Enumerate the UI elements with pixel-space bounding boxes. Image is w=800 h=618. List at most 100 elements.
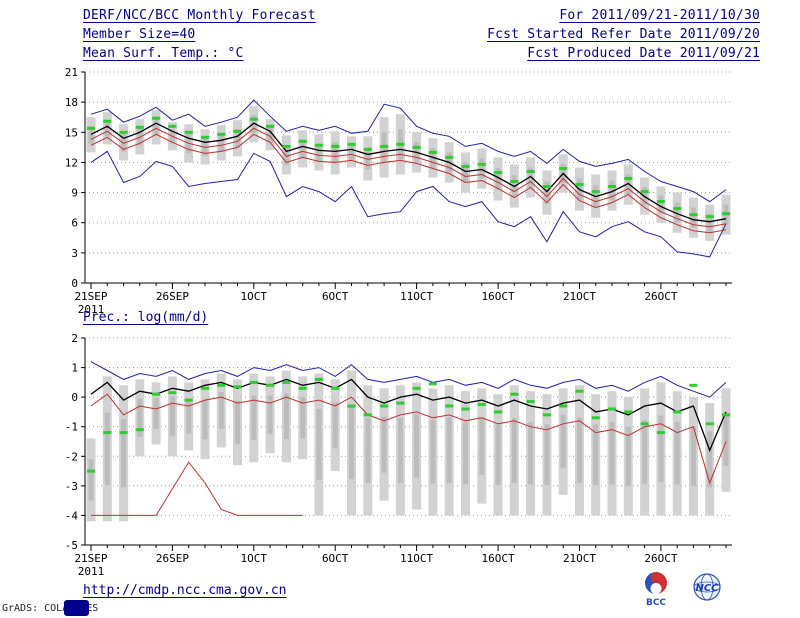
spread-bar-inner (707, 213, 713, 232)
x-tick-label: 21OCT (563, 552, 596, 565)
spread-bar-inner (381, 416, 387, 473)
series-ensemble-min-floor (91, 461, 303, 516)
x-tick-label: 11OCT (400, 290, 433, 303)
x-tick-label: 21SEP (74, 290, 107, 303)
spread-bar-inner (300, 397, 306, 439)
y-tick-label: 6 (71, 217, 78, 230)
spread-bar-inner (332, 142, 338, 164)
spread-bar-inner (137, 398, 143, 437)
spread-bar-inner (446, 417, 452, 483)
spread-bar-inner (690, 207, 696, 228)
fcst-started-label: Fcst Started Refer Date 2011/09/20 (487, 27, 760, 42)
spread-bar-inner (104, 120, 110, 137)
grads-logo-stamp (64, 600, 89, 616)
y-tick-label: -5 (65, 539, 78, 552)
spread-bar-inner (577, 417, 582, 483)
bcc-logo-label: BCC (646, 598, 666, 608)
spread-bar-inner (267, 127, 273, 143)
precipitation-panel: -5 -4 -3 -2 -1 0 1 2 21SEP 26SEP 1OCT 6OCT 11OCT 16OC… (65, 332, 732, 578)
spread-bar-inner (479, 417, 485, 475)
spread-bar-inner (430, 420, 436, 484)
bcc-logo: BCC (645, 572, 667, 608)
spread-bar-inner (251, 395, 257, 441)
ncc-logo: NCC (693, 573, 721, 601)
x-tick-label: 21OCT (563, 290, 596, 303)
x-tick-label: 1OCT (241, 290, 268, 303)
y-tick-label: -2 (65, 450, 78, 463)
series-ensemble-max (90, 99, 727, 203)
page-title: DERF/NCC/BCC Monthly Forecast (83, 8, 316, 23)
spread-bar-inner (690, 426, 696, 486)
spread-bar-inner (544, 424, 550, 486)
spread-bar-inner (251, 115, 257, 134)
y-tick-label: 0 (71, 391, 78, 404)
y-tick-label: 18 (65, 96, 78, 109)
spread-bar-inner (625, 426, 631, 486)
spread-bar-inner (316, 143, 322, 162)
spread-bar-inner (707, 431, 713, 488)
grads-credit: GrADS: COLA/IGES (2, 603, 99, 614)
spread-bar-inner (495, 424, 501, 486)
spread-bar-inner (169, 396, 175, 437)
ncc-logo-label: NCC (695, 583, 719, 594)
spread-bar-inner (511, 417, 517, 483)
spread-bar-inner (723, 414, 729, 466)
spread-bar-inner (674, 202, 680, 223)
spread-bar-inner (218, 392, 224, 429)
y-tick-label: 9 (71, 187, 78, 200)
spread-bar-inner (235, 129, 240, 148)
spread-bar-inner (479, 158, 485, 179)
spread-bar-inner (300, 139, 306, 159)
spread-bar-inner (121, 419, 127, 488)
fcst-produced-label: Fcst Produced Date 2011/09/21 (527, 46, 760, 61)
series-climatology-upper (90, 127, 727, 228)
x-year-label: 2011 (78, 303, 105, 316)
ncc-meridian-line (700, 573, 714, 601)
spread-bar-inner (544, 181, 550, 204)
spread-bar-inner (186, 399, 192, 434)
y-tick-label: 15 (65, 126, 78, 139)
y-tick-label: 3 (71, 247, 78, 260)
x-tick-label: 6OCT (322, 552, 349, 565)
spread-bar-inner (495, 168, 501, 190)
series-climatology-lower (90, 133, 727, 234)
forecast-range-label: For 2011/09/21-2011/10/30 (559, 8, 760, 23)
temp-panel-label: Mean Surf. Temp.: °C (83, 46, 244, 61)
spread-bar-inner (316, 409, 322, 480)
spread-bar-inner (218, 134, 224, 152)
source-url: http://cmdp.ncc.cma.gov.cn (83, 583, 287, 598)
spread-bar-inner (283, 145, 289, 165)
spread-bar-inner (88, 126, 94, 144)
member-size-label: Member Size=40 (83, 27, 196, 42)
spread-bar-inner (463, 422, 468, 485)
series-ensemble-mean (90, 378, 727, 453)
precip-panel-label: Prec.: log(mm/d) (83, 310, 209, 325)
spread-bar-inner (349, 144, 354, 160)
spread-bar-inner (88, 459, 94, 501)
spread-bar-inner (235, 400, 240, 444)
spread-bar-inner (609, 180, 615, 201)
spread-bar-inner (414, 414, 420, 478)
spread-bar-inner (104, 412, 110, 486)
x-tick-label: 26OCT (644, 290, 677, 303)
spread-bar-inner (528, 167, 534, 188)
y-tick-label: 21 (65, 66, 78, 79)
spread-bar-inner (153, 118, 159, 136)
bcc-swirl-red (650, 572, 667, 594)
spread-bar-inner (658, 415, 664, 483)
spread-bar-inner (593, 424, 599, 486)
y-tick-label: 0 (71, 277, 78, 290)
x-tick-label: 26SEP (156, 290, 189, 303)
y-tick-label: -3 (65, 480, 78, 493)
series-climatology (90, 393, 727, 485)
spread-bar-inner (365, 147, 371, 170)
spread-bar-inner (625, 174, 631, 195)
y-tick-label: -4 (65, 509, 79, 522)
x-tick-label: 16OCT (482, 290, 515, 303)
y-tick-label: 12 (65, 156, 78, 169)
spread-bar-inner (463, 162, 468, 183)
ncc-latitude-line (693, 581, 721, 593)
spread-bar-inner (528, 422, 534, 485)
